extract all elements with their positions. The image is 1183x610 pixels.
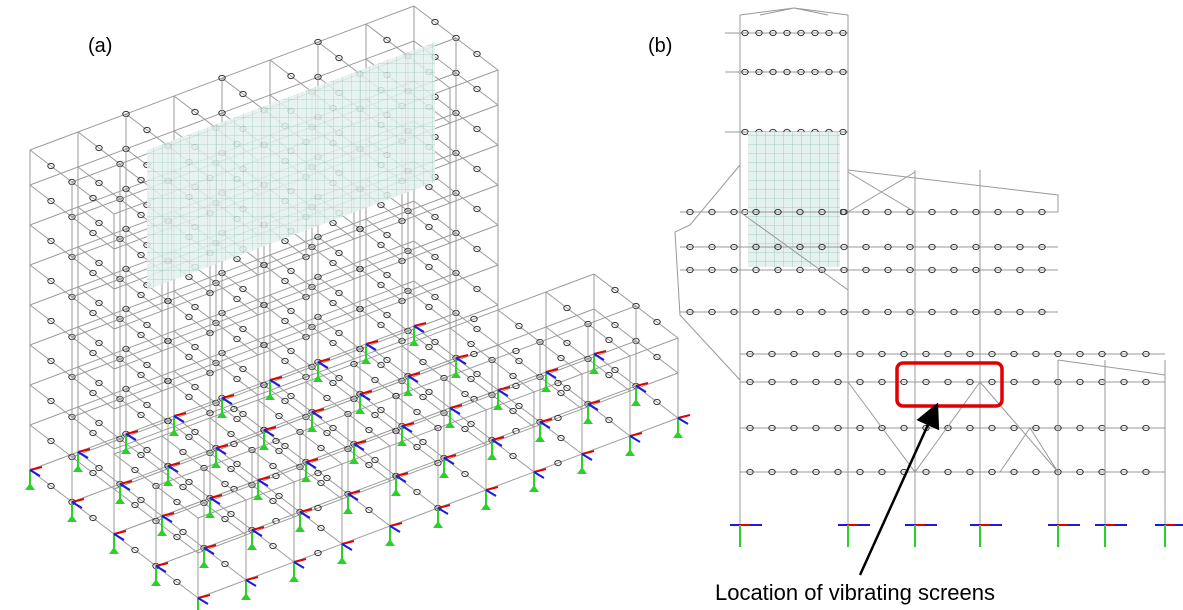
slope [1058,360,1165,375]
support [295,525,305,532]
support [241,593,251,600]
member [582,454,592,460]
support [199,561,209,568]
support [583,417,593,424]
support [433,521,443,528]
support [439,471,449,478]
panel-label: (b) [648,35,672,57]
figure: (a) (b) Location of vibrating screens [0,0,1183,610]
member [438,508,448,514]
support [25,483,35,490]
support [577,467,587,474]
support [157,529,167,536]
member [30,470,40,476]
member [678,415,690,418]
support [631,399,641,406]
support [337,557,347,564]
panel-b [675,8,1183,547]
support [487,453,497,460]
member [114,534,124,540]
annotation: Location of vibrating screens [715,580,995,605]
support [673,431,683,438]
arrow [860,407,936,575]
support [67,515,77,522]
member [198,598,208,604]
support [73,465,83,472]
member [390,526,400,532]
member [156,566,166,572]
member [486,490,496,496]
member [678,418,688,424]
support [151,579,161,586]
support [109,547,119,554]
support [529,485,539,492]
roof-truss [740,8,848,15]
member [72,502,82,508]
member [534,472,544,478]
panel-a [25,6,690,610]
left-brace [675,165,740,380]
support [481,503,491,510]
support [625,449,635,456]
support [535,435,545,442]
member [630,436,640,442]
support [247,543,257,550]
member [342,544,352,550]
support [115,497,125,504]
panel-label: (a) [88,35,112,57]
member [246,580,256,586]
member [294,562,304,568]
support [289,575,299,582]
support [343,507,353,514]
support [385,539,395,546]
support [391,489,401,496]
